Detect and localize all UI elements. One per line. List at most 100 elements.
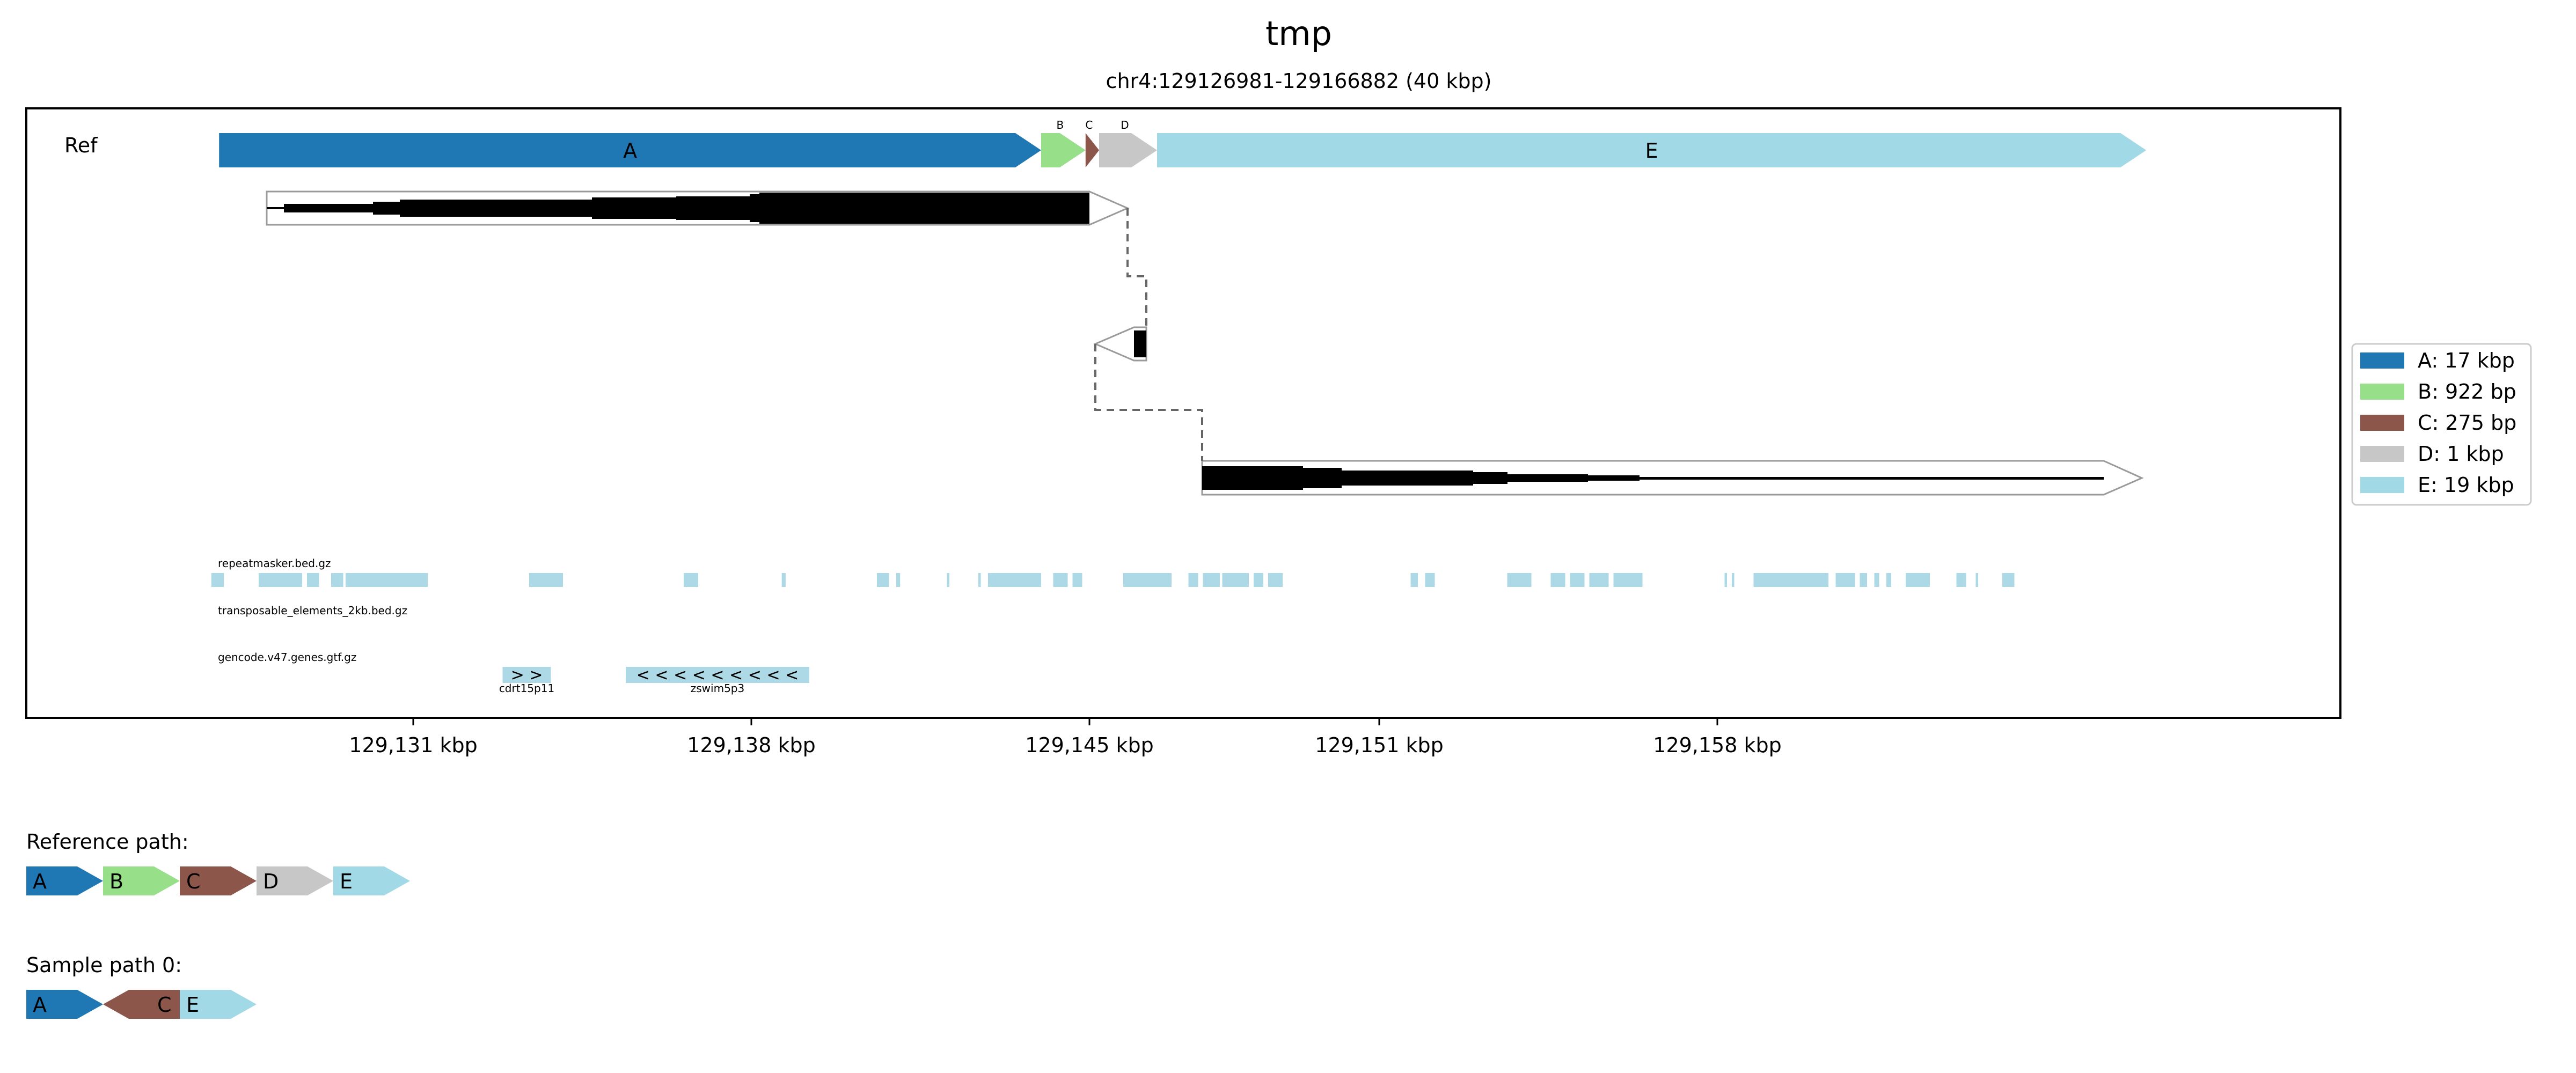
ref-segment-label: B — [1057, 119, 1064, 131]
path-segment-label: A — [33, 993, 47, 1017]
legend-label: E: 19 kbp — [2418, 473, 2514, 497]
repeat-feature — [947, 573, 949, 587]
strand-glyphs: > > — [511, 666, 543, 685]
plot-title: tmp — [1265, 14, 1332, 53]
repeat-feature — [877, 573, 889, 587]
ref-segment-C — [1085, 133, 1099, 167]
legend-swatch-B — [2360, 384, 2404, 400]
read-3-coverage-band — [1473, 472, 1507, 484]
repeat-feature — [1550, 573, 1565, 587]
path-label: Sample path 0: — [26, 953, 182, 977]
gene-feature — [626, 667, 809, 683]
repeat-feature — [2002, 573, 2015, 587]
read-1-coverage-band — [750, 194, 759, 222]
read-3-coverage-band — [1202, 466, 1303, 490]
legend-label: A: 17 kbp — [2418, 349, 2515, 372]
ref-label: Ref — [64, 134, 98, 157]
repeat-feature — [211, 573, 224, 587]
read-1-coverage-band — [676, 196, 750, 220]
track-name: repeatmasker.bed.gz — [218, 557, 331, 570]
repeat-feature — [988, 573, 1041, 587]
read-3-coverage-band — [1507, 474, 1588, 482]
gene-feature — [502, 667, 551, 683]
path-segment-label: B — [109, 870, 123, 893]
repeat-feature — [1268, 573, 1283, 587]
path-segment-A — [26, 990, 103, 1019]
split-read-connector — [1094, 344, 1203, 461]
repeat-feature — [896, 573, 901, 587]
repeat-feature — [1732, 573, 1735, 587]
repeat-feature — [259, 573, 302, 587]
path-segment-label: C — [157, 993, 172, 1017]
repeat-feature — [1956, 573, 1966, 587]
repeat-feature — [1072, 573, 1082, 587]
read-1-coverage-band — [759, 193, 1089, 224]
ref-segment-D — [1099, 133, 1157, 167]
path-segment-label: A — [33, 870, 47, 893]
gene-name: cdrt15p11 — [499, 682, 554, 695]
track-name: transposable_elements_2kb.bed.gz — [218, 604, 407, 617]
repeat-feature — [529, 573, 563, 587]
legend-label: B: 922 bp — [2418, 380, 2516, 403]
legend-swatch-D — [2360, 446, 2404, 462]
legend-swatch-E — [2360, 477, 2404, 493]
repeat-feature — [1589, 573, 1609, 587]
repeat-feature — [307, 573, 319, 587]
x-tick-label: 129,138 kbp — [687, 733, 815, 757]
read-3-coverage-band — [1640, 477, 2104, 480]
repeat-feature — [1975, 573, 1978, 587]
path-label: Reference path: — [26, 830, 189, 854]
repeat-feature — [1203, 573, 1220, 587]
read-3-coverage-band — [1303, 468, 1342, 488]
repeat-feature — [1613, 573, 1643, 587]
legend-swatch-A — [2360, 352, 2404, 369]
path-segment-label: E — [186, 993, 199, 1017]
read-1-coverage-band — [592, 197, 676, 219]
repeat-feature — [1507, 573, 1532, 587]
path-segment-C — [103, 990, 180, 1019]
x-tick-label: 129,158 kbp — [1653, 733, 1781, 757]
legend-label: D: 1 kbp — [2418, 442, 2504, 466]
repeat-feature — [1570, 573, 1585, 587]
ref-segment-label: E — [1645, 139, 1658, 163]
main-axes-frame — [25, 107, 2341, 719]
ref-segment-E — [1157, 133, 2147, 167]
repeat-feature — [1188, 573, 1198, 587]
path-segment-E — [333, 866, 410, 895]
repeat-feature — [1410, 573, 1418, 587]
read-3-coverage-band — [1588, 475, 1640, 481]
split-read-connector — [1126, 208, 1147, 327]
repeat-feature — [1254, 573, 1263, 587]
repeat-feature — [1425, 573, 1435, 587]
track-name: gencode.v47.genes.gtf.gz — [218, 651, 356, 664]
x-tick-label: 129,131 kbp — [349, 733, 477, 757]
repeat-feature — [1835, 573, 1855, 587]
read-1-coverage-band — [373, 202, 400, 215]
read-1-outline — [266, 190, 1130, 226]
repeat-feature — [1724, 573, 1727, 587]
repeat-feature — [1053, 573, 1068, 587]
repeat-feature — [1222, 573, 1249, 587]
repeat-feature — [1860, 573, 1867, 587]
repeat-feature — [781, 573, 786, 587]
read-1-coverage-band — [267, 207, 284, 209]
ref-segment-label: D — [1121, 119, 1129, 131]
read-1-coverage-band — [400, 200, 592, 217]
annotation-tracks: repeatmasker.bed.gz transposable_elements… — [211, 557, 2015, 695]
ref-segment-label: C — [1085, 119, 1093, 131]
reference-segments: A B C D E — [219, 119, 2147, 167]
legend: A: 17 kbp B: 922 bp C: 275 bp D: 1 kbp E: 19… — [2351, 343, 2532, 506]
read-1-coverage-band — [284, 204, 373, 212]
gene-name: zswim5p3 — [691, 682, 744, 695]
repeat-feature — [331, 573, 343, 587]
repeat-feature — [1874, 573, 1879, 587]
x-tick-label: 129,145 kbp — [1025, 733, 1153, 757]
repeat-feature — [346, 573, 428, 587]
ref-segment-B — [1041, 133, 1086, 167]
ref-segment-label: A — [623, 139, 637, 163]
path-segment-label: C — [186, 870, 201, 893]
repeat-feature — [684, 573, 698, 587]
legend-swatch-C — [2360, 415, 2404, 431]
read-2-coverage-band — [1134, 330, 1146, 357]
path-segment-E — [180, 990, 257, 1019]
